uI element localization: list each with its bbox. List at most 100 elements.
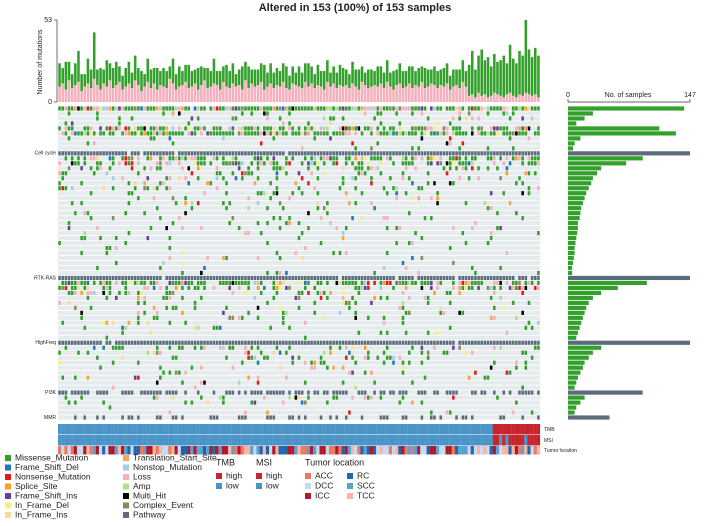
cell [404,390,408,395]
cell [448,181,452,186]
cell [461,131,465,136]
bar-segment [379,66,383,84]
bar-segment [272,72,276,89]
cell [70,290,74,295]
cell [382,126,386,131]
annotation-cell [410,446,415,455]
cell [385,330,389,335]
cell [137,290,140,295]
annotation-cell [177,446,181,455]
cell [379,390,383,395]
cell [155,390,159,395]
cell [417,340,420,345]
y-tick-label: 53 [44,17,52,24]
cell [178,126,181,131]
cell [502,415,506,420]
annotation-cell [139,435,144,446]
bar-segment [215,71,219,85]
annotation-cell [262,446,267,455]
bar-segment [203,67,206,81]
cell [102,390,105,395]
cell [483,151,487,156]
annotation-cell [61,435,65,446]
cell [83,390,87,395]
cell [118,275,121,281]
cell [137,375,140,380]
cell [376,156,380,161]
cell [281,166,285,171]
annotation-cell [58,446,62,455]
cell [196,280,200,286]
cell [143,166,146,171]
cell [385,226,389,231]
cell [146,285,150,291]
cell [524,365,528,370]
cell [222,161,225,166]
cell [67,166,71,171]
cell [143,211,146,216]
cell [70,390,74,395]
cell [527,186,531,191]
cell [108,156,112,161]
cell [521,385,524,390]
cell [96,355,99,360]
cell [363,280,367,286]
cell [348,156,351,161]
annotation-cell [486,446,490,455]
cell [430,106,433,111]
annotation-cell [86,424,90,435]
bar-segment [464,71,468,87]
cell [67,111,71,116]
annotation-cell [445,446,449,455]
bar-segment [319,71,323,87]
cell [124,275,128,281]
annotation-cell [287,446,292,455]
cell [363,355,367,360]
cell [430,410,433,415]
cell [489,340,493,345]
cell [165,340,168,345]
cell [143,390,146,395]
annotation-cell [489,446,493,455]
cell [281,275,285,281]
annotation-cell [275,424,279,435]
cell [143,131,146,136]
cell [133,340,137,345]
cell [395,240,398,246]
row-bg [58,231,540,236]
cell [521,106,524,111]
cell [398,355,402,360]
cell [379,156,383,161]
cell [121,151,124,156]
cell [140,106,143,111]
cell [137,196,140,201]
cell [411,126,414,131]
cell [124,340,128,345]
cell [370,181,373,186]
cell [196,166,200,171]
cell [341,295,345,300]
row-bg [58,270,540,276]
bar-segment [316,64,320,85]
cell [433,345,436,350]
cell [474,275,477,281]
annotation-cell [146,424,150,435]
cell [521,390,524,395]
cell [215,126,219,131]
cell [244,345,247,350]
cell [256,360,260,365]
cell [493,161,496,166]
count-bar [568,166,602,171]
annotation-cell [521,424,525,435]
cell [181,310,184,315]
annotation-cell [294,446,298,455]
cell [357,285,361,291]
cell [99,235,102,241]
cell [401,151,405,156]
cell [322,161,326,166]
annotation-cell [240,446,244,455]
cell [193,300,197,305]
cell [67,400,71,405]
cell [376,126,380,131]
cell [96,166,99,171]
